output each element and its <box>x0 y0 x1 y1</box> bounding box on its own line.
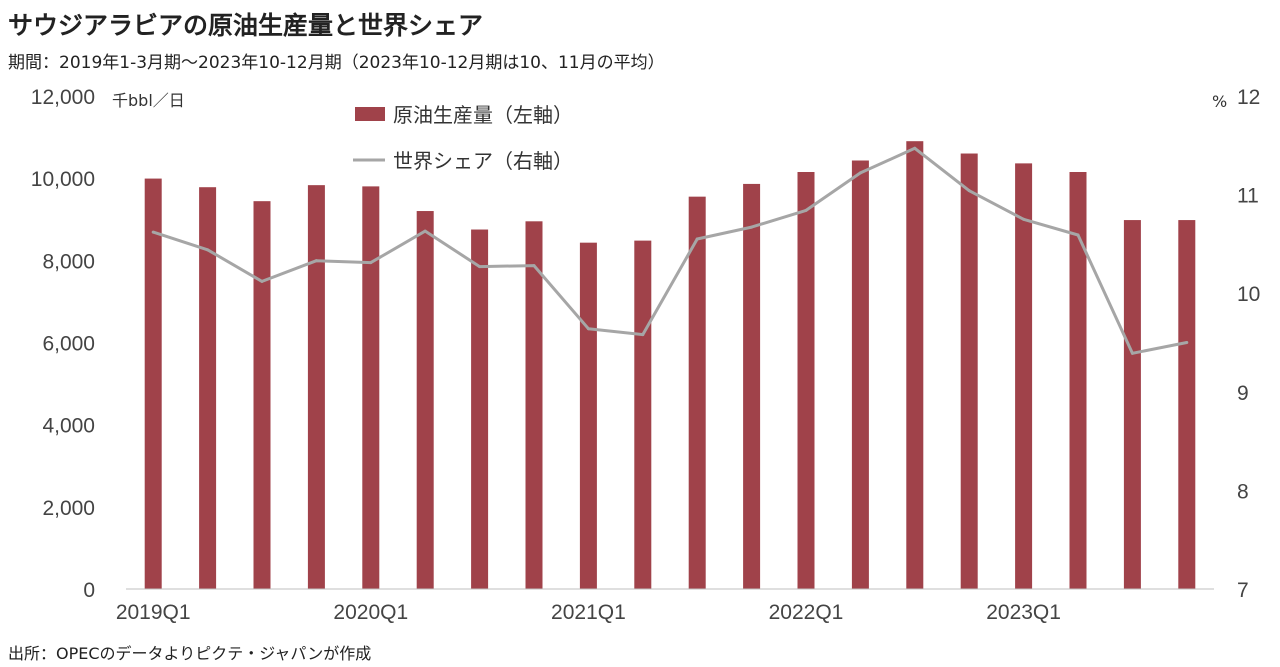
legend: 原油生産量（左軸） 世界シェア（右軸） <box>353 103 573 173</box>
right-tick-label: 12 <box>1237 86 1260 109</box>
left-axis-ticks: 0 2,000 4,000 6,000 8,000 10,000 12,000 <box>31 86 95 602</box>
bar-series <box>144 141 1196 590</box>
bar-2022Q3 <box>906 141 924 590</box>
bar-2021Q4 <box>743 183 761 589</box>
legend-bar-swatch <box>355 107 385 121</box>
share-point-2023Q1 <box>1022 217 1026 221</box>
share-point-2019Q2 <box>206 248 210 252</box>
share-line <box>152 146 1188 355</box>
left-tick-label: 12,000 <box>31 86 95 109</box>
x-tick-label: 2019Q1 <box>116 601 191 624</box>
share-point-2019Q1 <box>151 230 155 234</box>
bar-2022Q4 <box>960 153 978 589</box>
x-tick-label: 2021Q1 <box>551 601 626 624</box>
left-axis-unit: 千bbl／日 <box>112 91 185 110</box>
share-point-2023Q3 <box>1130 351 1134 355</box>
share-point-2020Q1 <box>369 261 373 265</box>
chart-subtitle: 期間：2019年1-3月期～2023年10-12月期（2023年10-12月期は… <box>8 53 665 73</box>
bar-2022Q1 <box>797 172 815 590</box>
legend-line-label: 世界シェア（右軸） <box>393 149 573 173</box>
bar-2023Q1 <box>1015 163 1033 590</box>
left-tick-label: 10,000 <box>31 168 95 191</box>
bar-2019Q4 <box>307 185 325 590</box>
x-axis-ticks: 2019Q1 2020Q1 2021Q1 2022Q1 2023Q1 <box>116 601 1061 624</box>
left-tick-label: 2,000 <box>42 497 95 520</box>
right-axis-unit: % <box>1212 92 1227 111</box>
bar-2023Q4 <box>1178 220 1196 590</box>
share-point-2023Q2 <box>1076 233 1080 237</box>
share-point-2022Q1 <box>804 208 808 212</box>
right-axis-ticks: 7 8 9 10 11 12 <box>1237 86 1260 602</box>
share-point-2022Q3 <box>913 146 917 150</box>
share-point-2021Q3 <box>695 237 699 241</box>
left-tick-label: 0 <box>83 579 95 602</box>
bar-2021Q2 <box>634 240 652 589</box>
bar-2021Q3 <box>688 196 706 589</box>
bar-2019Q2 <box>199 187 217 589</box>
left-tick-label: 6,000 <box>42 333 95 356</box>
share-point-2020Q2 <box>423 229 427 233</box>
share-point-2020Q3 <box>478 265 482 269</box>
bar-2020Q2 <box>416 211 434 590</box>
right-tick-label: 10 <box>1237 283 1260 306</box>
chart-source: 出所：OPECのデータよりピクテ・ジャパンが作成 <box>8 644 372 663</box>
share-point-2023Q4 <box>1185 341 1189 344</box>
share-point-2022Q4 <box>967 189 971 193</box>
share-point-2021Q2 <box>641 333 645 337</box>
left-tick-label: 4,000 <box>42 415 95 438</box>
share-point-2020Q4 <box>532 264 536 268</box>
share-point-2019Q4 <box>314 259 318 263</box>
x-tick-label: 2020Q1 <box>333 601 408 624</box>
share-point-2021Q4 <box>750 225 754 229</box>
right-tick-label: 11 <box>1237 185 1259 208</box>
legend-bar-label: 原油生産量（左軸） <box>393 103 573 127</box>
share-point-2021Q1 <box>586 327 590 331</box>
bar-2023Q3 <box>1123 220 1141 590</box>
x-tick-label: 2023Q1 <box>986 601 1061 624</box>
bar-2019Q1 <box>144 178 162 589</box>
chart-title: サウジアラビアの原油生産量と世界シェア <box>8 11 484 40</box>
bar-2020Q4 <box>525 221 543 589</box>
bar-2019Q3 <box>253 201 271 589</box>
line-series <box>151 146 1189 355</box>
bar-2020Q1 <box>362 186 380 589</box>
bar-2022Q2 <box>851 160 869 589</box>
right-tick-label: 7 <box>1237 579 1249 602</box>
right-tick-label: 8 <box>1237 480 1249 503</box>
bar-2021Q1 <box>579 242 597 590</box>
left-tick-label: 8,000 <box>42 250 95 273</box>
share-point-2022Q2 <box>858 171 862 175</box>
x-tick-label: 2022Q1 <box>769 601 844 624</box>
share-point-2019Q3 <box>260 279 264 283</box>
right-tick-label: 9 <box>1237 382 1249 405</box>
bar-2023Q2 <box>1069 172 1087 590</box>
bar-2020Q3 <box>471 229 489 590</box>
